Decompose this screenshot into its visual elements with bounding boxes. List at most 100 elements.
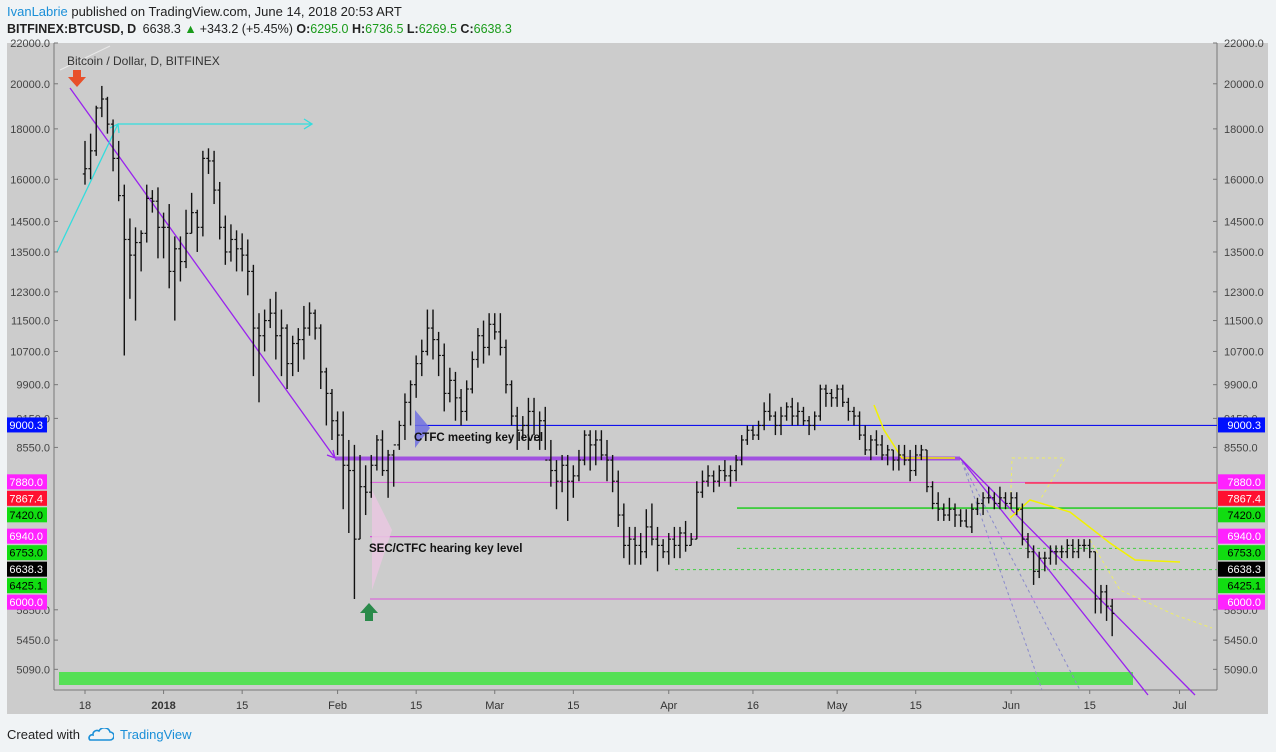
- x-tick-label: Mar: [485, 700, 504, 712]
- ohlc-bar: [1109, 598, 1115, 637]
- last-price: 6638.3: [142, 22, 181, 36]
- ohlc-bar: [1008, 492, 1014, 510]
- ohlc-bar: [739, 435, 744, 466]
- ohlc-bar: [296, 328, 301, 372]
- y-tick-label: 8550.0: [1224, 442, 1258, 454]
- ohlc-bar: [660, 539, 666, 559]
- ohlc-bar: [1098, 584, 1104, 614]
- ohlc-bar: [795, 402, 801, 426]
- ohlc-bar: [217, 181, 222, 240]
- ohlc-bar: [992, 492, 997, 510]
- ohlc-bar: [340, 411, 346, 510]
- projection-path: [873, 404, 955, 459]
- x-tick-label: Jul: [1173, 700, 1187, 712]
- ohlc-bar: [644, 509, 649, 559]
- ohlc-bar: [279, 309, 284, 377]
- ohlc-bar: [110, 119, 116, 172]
- ohlc-bar: [531, 397, 537, 441]
- ohlc-bar: [178, 236, 183, 282]
- ohlc-bar: [138, 230, 144, 272]
- ohlc-bar: [958, 509, 963, 527]
- ohlc-bar: [1087, 539, 1092, 559]
- ohlc-bar: [964, 509, 969, 528]
- price-label: 6000.0: [9, 597, 43, 609]
- price-label-box: [1218, 490, 1265, 506]
- price-label: 6753.0: [9, 548, 43, 560]
- price-label: 7420.0: [9, 510, 43, 522]
- x-tick-label: Apr: [660, 700, 677, 712]
- ohlc-bar: [144, 184, 149, 243]
- ohlc-bar: [200, 150, 206, 237]
- ohlc-bar: [1070, 539, 1076, 559]
- ohlc-bar: [307, 302, 312, 336]
- ohlc-bar: [1059, 545, 1064, 559]
- price-label: 6000.0: [1227, 597, 1261, 609]
- ohlc-bar: [717, 465, 722, 487]
- low-label: L:: [406, 22, 419, 36]
- price-label-box: [1218, 507, 1265, 523]
- ohlc-bar: [975, 497, 980, 516]
- ohlc-bar: [273, 291, 279, 360]
- ohlc-bar: [599, 430, 604, 461]
- ohlc-bar: [442, 343, 447, 412]
- price-label: 7420.0: [1227, 510, 1261, 522]
- y-tick-label: 5450.0: [1224, 635, 1258, 647]
- ohlc-bar: [919, 444, 924, 461]
- ohlc-bar: [924, 449, 930, 493]
- up-arrow-icon: ▲: [184, 22, 197, 36]
- close-label: C:: [460, 22, 474, 36]
- ohlc-bar: [700, 470, 705, 498]
- price-label: 7867.4: [9, 493, 43, 505]
- ohlc-bar: [520, 416, 526, 440]
- ohlc-bar: [470, 351, 475, 394]
- ohlc-bar: [722, 460, 728, 482]
- y-tick-label: 5090.0: [16, 664, 50, 676]
- price-label: 6425.1: [9, 581, 43, 593]
- ohlc-bar: [930, 481, 935, 510]
- footer: Created with TradingView: [7, 727, 192, 742]
- ohlc-bar: [587, 430, 593, 471]
- ohlc-bar: [1020, 503, 1025, 546]
- ohlc-bar: [189, 192, 194, 234]
- annotation-leader-line: [59, 45, 111, 71]
- ohlc-bar: [397, 420, 402, 450]
- ohlc-bar: [312, 309, 318, 340]
- ohlc-bar: [346, 439, 352, 533]
- ohlc-bar: [363, 465, 368, 516]
- ohlc-bar: [413, 355, 419, 398]
- price-label-box: [7, 417, 47, 433]
- ohlc-bar: [907, 449, 913, 482]
- ohlc-bar: [694, 481, 700, 540]
- ohlc-bar: [1031, 545, 1036, 585]
- ohlc-bar: [133, 227, 138, 321]
- projection-line: [961, 461, 1081, 691]
- author-link[interactable]: IvanLabrie: [7, 4, 68, 19]
- ohlc-bar: [1053, 545, 1059, 565]
- ohlc-bar: [419, 339, 424, 377]
- published-text: published on TradingView.com, June 14, 2…: [71, 4, 402, 19]
- ohlc-bar: [745, 425, 750, 445]
- y-tick-label: 12300.0: [1224, 287, 1264, 299]
- ohlc-bar: [705, 465, 711, 487]
- ohlc-bar: [840, 384, 845, 407]
- y-tick-label: 5450.0: [16, 635, 50, 647]
- x-tick-label: 15: [910, 700, 922, 712]
- ohlc-bar: [122, 184, 127, 356]
- ohlc-bar: [913, 444, 918, 476]
- ohlc-bar: [750, 425, 756, 440]
- price-label-box: [1218, 578, 1265, 594]
- tradingview-link[interactable]: TradingView: [119, 727, 192, 742]
- ohlc-bar: [1014, 492, 1019, 516]
- trend-arrow-icon: [326, 449, 336, 459]
- buy-arrow-icon: [360, 603, 378, 621]
- ohlc-bar: [1065, 539, 1070, 559]
- ohlc-bar: [790, 397, 795, 426]
- ohlc-bar: [941, 503, 946, 521]
- y-tick-label: 13500.0: [1224, 247, 1264, 259]
- ohlc-bar: [902, 444, 907, 466]
- ohlc-bar: [846, 397, 851, 421]
- ohlc-bar: [1104, 584, 1109, 621]
- ohlc-bar: [733, 454, 739, 482]
- sell-arrow-icon: [68, 70, 86, 87]
